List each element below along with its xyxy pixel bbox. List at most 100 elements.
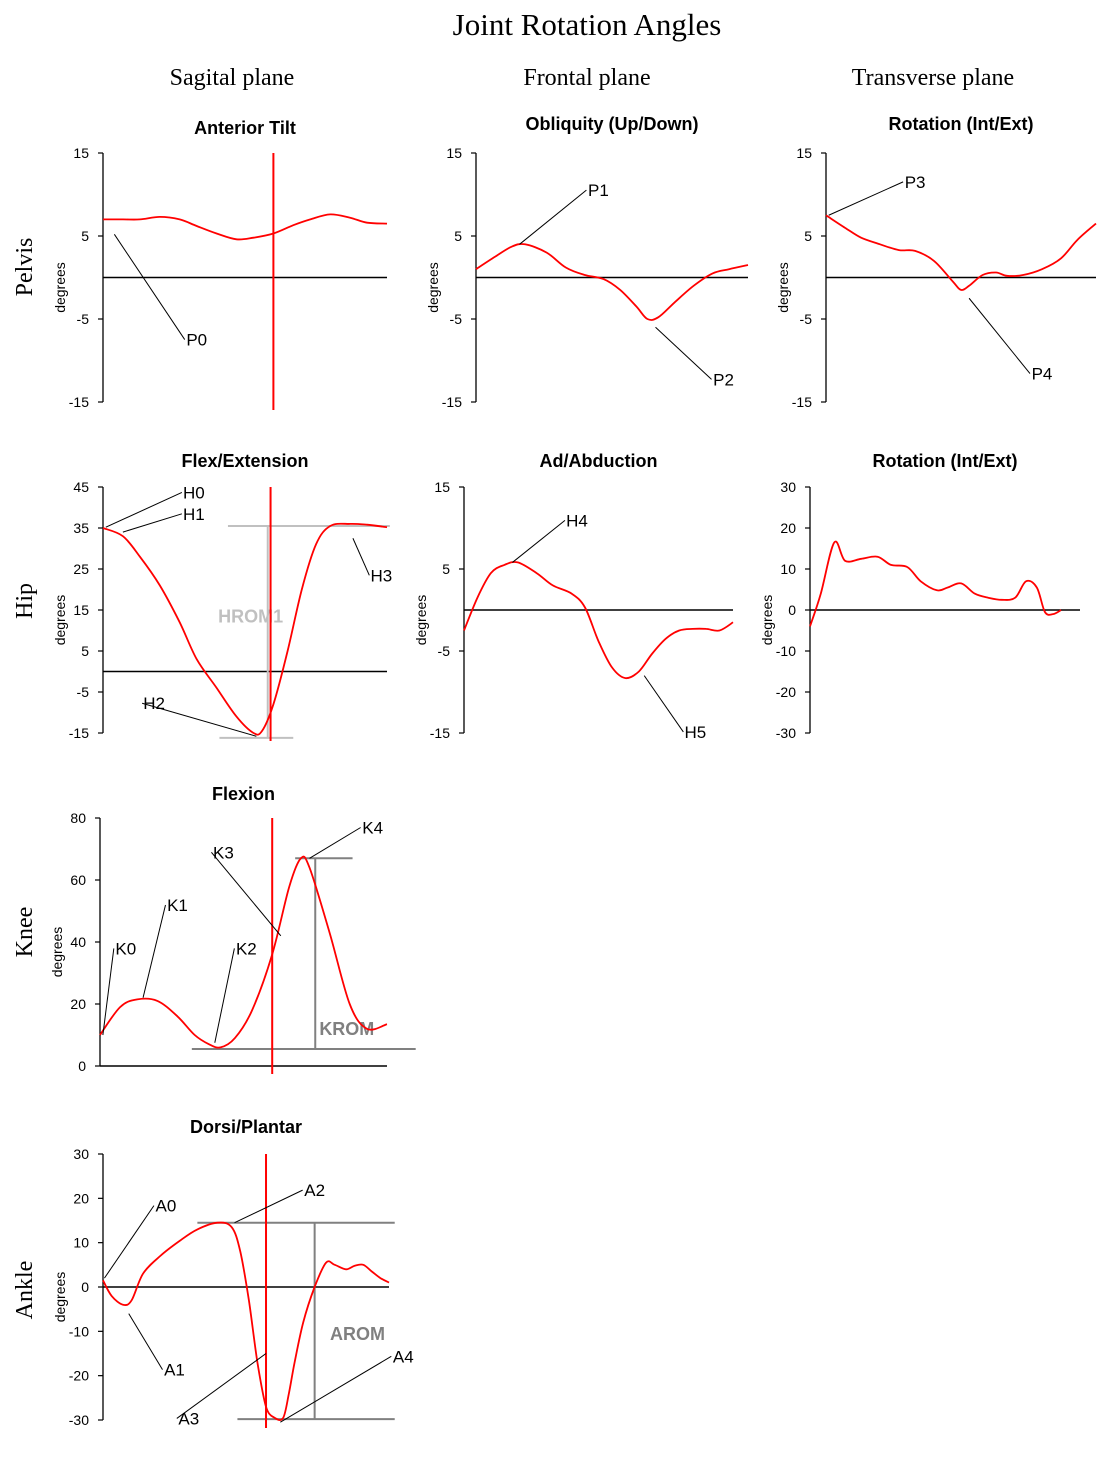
annotation-label: P1 <box>588 181 609 200</box>
y-tick-label: 60 <box>70 872 86 888</box>
annotation-leader <box>352 538 370 576</box>
data-series-line <box>102 522 388 736</box>
y-tick-label: -30 <box>776 725 796 741</box>
chart-pelvis-obliquity: Obliquity (Up/Down) 15 5 -5 -15 degrees P1 P2 <box>425 114 749 410</box>
chart-title: Flex/Extension <box>181 451 308 471</box>
annotation-leader <box>141 702 257 737</box>
y-tick-label: 20 <box>70 996 86 1012</box>
y-tick-label: 0 <box>81 1279 89 1295</box>
data-series-line <box>463 561 734 680</box>
y-axis-label: degrees <box>52 595 68 646</box>
y-tick-label: 0 <box>78 1058 86 1074</box>
y-tick-label: 5 <box>81 228 89 244</box>
annotation-label: K1 <box>167 896 188 915</box>
y-tick-label: 15 <box>796 145 812 161</box>
annotation-leader <box>655 326 712 380</box>
figure-title: Joint Rotation Angles <box>453 7 722 42</box>
annotation-label: P4 <box>1032 365 1053 384</box>
annotation-leader <box>142 904 166 998</box>
annotation-leader <box>104 1205 155 1279</box>
y-tick-label: -30 <box>69 1412 89 1428</box>
range-label: HROM1 <box>218 606 283 626</box>
annotation-leader <box>968 297 1031 374</box>
y-tick-label: -10 <box>776 643 796 659</box>
annotation-label: H3 <box>370 566 392 585</box>
annotation-label: H0 <box>183 483 205 502</box>
y-tick-label: 10 <box>780 561 796 577</box>
y-tick-label: 10 <box>73 1235 89 1251</box>
y-tick-label: 30 <box>780 479 796 495</box>
y-tick-label: 5 <box>442 561 450 577</box>
y-tick-label: 15 <box>446 145 462 161</box>
annotation-label: K3 <box>213 843 234 862</box>
annotation-label: P2 <box>713 370 734 389</box>
y-tick-label: 0 <box>788 602 796 618</box>
data-series-line <box>102 1221 390 1421</box>
annotation-label: H2 <box>143 694 165 713</box>
range-label: AROM <box>330 1324 385 1344</box>
y-tick-label: -5 <box>450 311 463 327</box>
annotation-leader <box>113 234 186 340</box>
annotation-leader <box>214 948 235 1043</box>
y-tick-label: -15 <box>430 725 450 741</box>
column-header-transverse: Transverse plane <box>852 65 1014 91</box>
y-tick-label: 35 <box>73 520 89 536</box>
chart-panels: Anterior Tilt 15 5 -5 -15 degrees P0 Obliquity … <box>49 114 1097 1428</box>
y-tick-label: 5 <box>81 643 89 659</box>
annotation-leader <box>309 827 361 859</box>
chart-pelvis-anterior-tilt: Anterior Tilt 15 5 -5 -15 degrees P0 <box>52 118 388 410</box>
y-axis-label: degrees <box>775 262 791 313</box>
y-tick-label: -15 <box>69 725 89 741</box>
y-tick-label: 20 <box>780 520 796 536</box>
y-axis-label: degrees <box>52 1272 68 1323</box>
y-axis-label: degrees <box>425 262 441 313</box>
chart-title: Rotation (Int/Ext) <box>889 114 1034 134</box>
annotation-leader <box>122 513 183 533</box>
y-tick-label: -10 <box>69 1323 89 1339</box>
y-axis-label: degrees <box>759 595 775 646</box>
annotation-leader <box>828 181 904 216</box>
annotation-label: P3 <box>905 173 926 192</box>
row-label-pelvis: Pelvis <box>12 238 38 297</box>
annotation-leader <box>512 519 566 563</box>
data-series-line <box>99 855 388 1049</box>
column-header-frontal: Frontal plane <box>523 65 650 91</box>
y-axis-label: degrees <box>49 927 65 978</box>
y-tick-label: 25 <box>73 561 89 577</box>
y-tick-label: 15 <box>73 602 89 618</box>
y-tick-label: -15 <box>792 394 812 410</box>
data-series-line <box>825 214 1097 291</box>
annotation-label: A4 <box>393 1347 414 1366</box>
y-tick-label: 45 <box>73 479 89 495</box>
annotation-label: A3 <box>178 1409 199 1428</box>
data-series-line <box>475 243 749 321</box>
y-tick-label: 80 <box>70 810 86 826</box>
y-tick-label: -5 <box>438 643 451 659</box>
y-tick-label: 5 <box>454 228 462 244</box>
y-tick-label: -15 <box>442 394 462 410</box>
annotation-label: H5 <box>684 723 706 742</box>
y-tick-label: -20 <box>776 684 796 700</box>
chart-title: Obliquity (Up/Down) <box>526 114 699 134</box>
y-tick-label: 40 <box>70 934 86 950</box>
annotation-leader <box>234 1189 303 1224</box>
y-tick-label: -15 <box>69 394 89 410</box>
annotation-leader <box>176 1353 267 1419</box>
chart-hip-rotation: Rotation (Int/Ext) 30 20 10 0 -10 -20 -30 degree… <box>759 451 1080 741</box>
annotation-leader <box>211 851 282 937</box>
chart-pelvis-rotation: Rotation (Int/Ext) 15 5 -5 -15 degrees P3 P4 <box>775 114 1097 410</box>
y-tick-label: -5 <box>77 311 90 327</box>
annotation-label: H1 <box>183 505 205 524</box>
annotation-leader <box>105 492 183 528</box>
annotation-leader <box>519 189 587 245</box>
annotation-label: H4 <box>566 511 588 530</box>
y-tick-label: 20 <box>73 1190 89 1206</box>
annotation-leader <box>643 675 684 733</box>
chart-title: Anterior Tilt <box>194 118 296 138</box>
y-axis-label: degrees <box>52 262 68 313</box>
chart-title: Ad/Abduction <box>540 451 658 471</box>
y-tick-label: -5 <box>77 684 90 700</box>
